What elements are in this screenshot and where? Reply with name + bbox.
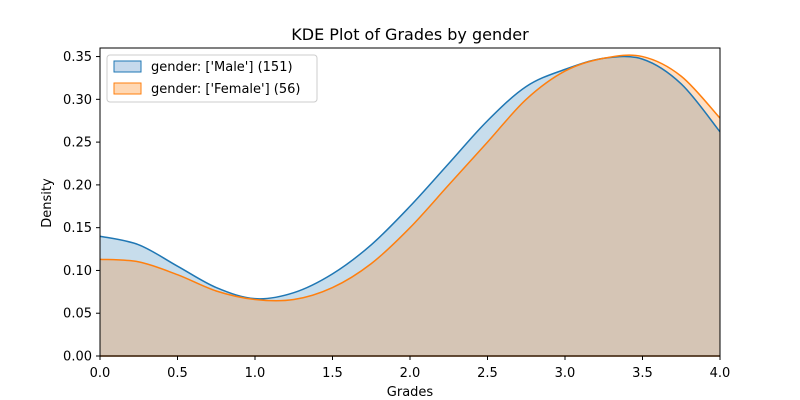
chart-title: KDE Plot of Grades by gender: [291, 25, 529, 44]
y-tick-label: 0.05: [63, 307, 92, 322]
y-tick-label: 0.00: [63, 350, 92, 365]
y-tick-label: 0.30: [63, 93, 92, 108]
legend-label: gender: ['Male'] (151): [151, 60, 293, 75]
x-tick-label: 1.0: [245, 366, 266, 381]
y-axis-ticks: 0.00 0.05 0.10 0.15 0.20 0.25 0.30 0.35: [63, 50, 100, 365]
x-tick-label: 3.0: [555, 366, 576, 381]
x-tick-label: 1.5: [322, 366, 343, 381]
x-axis-label: Grades: [387, 385, 434, 400]
x-tick-label: 0.0: [90, 366, 111, 381]
x-axis-ticks: 0.0 0.5 1.0 1.5 2.0 2.5 3.0 3.5 4.0: [90, 356, 731, 381]
y-axis-label: Density: [40, 178, 55, 228]
y-tick-label: 0.10: [63, 264, 92, 279]
kde-area-male: [100, 56, 720, 357]
x-tick-label: 3.5: [632, 366, 653, 381]
legend-label: gender: ['Female'] (56): [151, 82, 300, 97]
y-tick-label: 0.20: [63, 178, 92, 193]
y-tick-label: 0.15: [63, 221, 92, 236]
x-tick-label: 4.0: [710, 366, 731, 381]
legend-swatch: [113, 82, 142, 95]
kde-area-female: [100, 55, 720, 356]
x-tick-label: 0.5: [167, 366, 188, 381]
legend: gender: ['Male'] (151) gender: ['Female']…: [106, 54, 318, 103]
legend-frame: [106, 54, 318, 103]
x-tick-label: 2.0: [400, 366, 421, 381]
legend-swatch: [113, 60, 142, 73]
y-tick-label: 0.35: [63, 50, 92, 65]
y-tick-label: 0.25: [63, 136, 92, 151]
kde-line-female: [99, 54, 721, 302]
x-tick-label: 2.5: [477, 366, 498, 381]
